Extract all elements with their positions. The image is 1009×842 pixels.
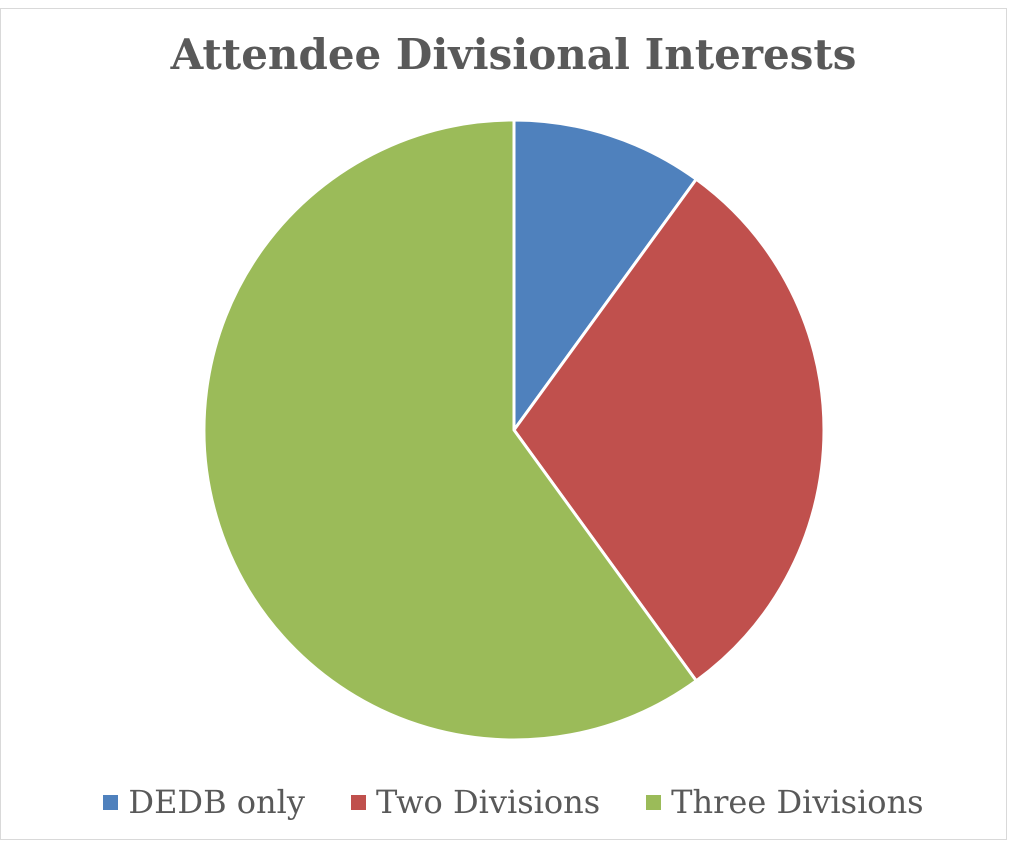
legend-label-dedb-only: DEDB only bbox=[128, 783, 305, 821]
legend-item-two-divisions: Two Divisions bbox=[350, 783, 601, 821]
legend-swatch-three-divisions bbox=[646, 794, 662, 810]
legend-swatch-two-divisions bbox=[350, 794, 366, 810]
legend-swatch-dedb-only bbox=[103, 794, 119, 810]
legend-item-dedb-only: DEDB only bbox=[103, 783, 305, 821]
chart-title: Attendee Divisional Interests bbox=[170, 30, 857, 79]
pie-slice-dedb-only bbox=[512, 118, 698, 432]
legend-label-three-divisions: Three Divisions bbox=[671, 783, 924, 821]
chart-legend: DEDB only Two Divisions Three Divisions bbox=[0, 778, 1009, 826]
pie-slice-two-divisions bbox=[512, 177, 826, 683]
legend-item-three-divisions: Three Divisions bbox=[646, 783, 924, 821]
legend-label-two-divisions: Two Divisions bbox=[375, 783, 601, 821]
pie-slice-three-divisions bbox=[202, 118, 698, 742]
